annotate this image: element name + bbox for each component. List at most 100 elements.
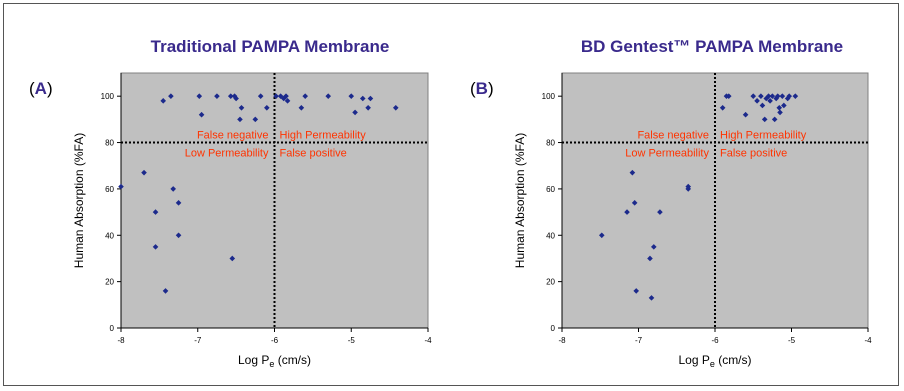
chart-1-data-point [141,169,147,176]
chart-2-title: BD Gentest™ PAMPA Membrane [581,37,843,56]
chart-1-data-point [367,95,374,102]
figure-frame [3,3,899,386]
chart-2-y-tick-label: 40 [546,231,555,240]
chart-1-data-point [298,104,305,111]
chart-2-y-tick-label: 100 [542,92,556,101]
chart-2-data-point [758,93,764,99]
chart-1-data-point [168,93,174,99]
chart-2-data-point [629,169,636,176]
chart-2-y-tick-label: 60 [546,185,555,194]
chart-1-x-tick-label: -8 [117,336,125,345]
chart-2-data-point [777,109,783,116]
chart-2-data-point [761,116,768,123]
chart-1-data-point [229,255,236,262]
chart-2-data-point [631,200,638,206]
chart-1-y-tick-label: 60 [105,185,114,194]
chart-1-data-point [238,104,245,111]
chart-1-data-point [175,200,182,206]
chart-1-y-tick-label: 80 [105,139,114,148]
chart-2-data-point [742,111,749,118]
chart-1-data-point [325,93,332,99]
chart-1-data-point [214,93,220,99]
chart-1-data-point [302,93,308,99]
chart-2-data-point [657,209,663,215]
chart-2-x-tick-label: -7 [635,336,643,345]
chart-1-y-tick-label: 20 [105,278,114,287]
chart-2-quadrant-label-top-right: High Permeability [720,130,807,142]
chart-2-data-point [765,93,772,99]
chart-1-x-axis-label: Log Pe (cm/s) [238,353,311,369]
chart-2-data-point [776,104,783,111]
chart-1-data-point [280,95,287,102]
chart-2-data-point [651,244,657,250]
chart-2-data-point [779,93,786,99]
chart-2-x-tick-label: -6 [711,336,719,345]
chart-2-y-tick-label: 0 [551,324,556,333]
chart-1-data-point [198,111,205,118]
chart-2-quadrant-label-bottom-left: Low Permeability [625,148,709,160]
chart-1-data-point [257,93,264,99]
chart-1-data-point [175,232,182,239]
chart-1-quadrant-label-bottom-left: Low Permeability [185,148,269,160]
chart-2-data-point [624,209,630,215]
chart-1-data-point [227,93,234,99]
chart-1-quadrant-label-top-right: High Permeability [280,130,367,142]
chart-1-y-tick-label: 0 [110,324,115,333]
chart-2-data-point [685,186,692,192]
chart-2-data-point [598,232,605,239]
chart-1-data-point [233,95,239,102]
chart-2-x-tick-label: -8 [558,336,566,345]
chart-1-data-point [196,93,203,99]
chart-1-data-point [170,186,176,192]
chart-2-y-tick-label: 80 [546,139,555,148]
chart-1-data-point [152,209,159,215]
chart-2-data-point [786,93,793,99]
chart-1-x-tick-label: -6 [271,336,279,345]
chart-1-data-point [252,116,259,123]
chart-1-data-point [118,183,124,190]
chart-2-data-point [725,93,732,99]
chart-2-data-point [792,93,799,99]
chart-2-data-point [759,102,766,109]
chart-2-y-axis-label: Human Absorption (%FA) [513,133,527,268]
chart-1-data-point [264,104,270,111]
chart-1-data-point [152,244,159,250]
chart-2-panel-label: (B) [470,79,494,98]
chart-1-data-point [284,98,291,104]
chart-1-data-point [237,116,243,123]
chart-2-data-point [763,95,770,102]
chart-2-x-tick-label: -4 [864,336,872,345]
chart-1-data-point [348,93,355,99]
chart-2-data-point [648,295,655,301]
chart-1-x-tick-label: -7 [194,336,202,345]
chart-2-data-point [633,288,640,294]
chart-2-data-point [769,93,776,99]
chart-1-title: Traditional PAMPA Membrane [151,37,390,56]
chart-1-y-axis-label: Human Absorption (%FA) [72,133,86,268]
chart-2-data-point [647,255,653,262]
chart-1-data-point [283,93,289,99]
chart-1-data-point [160,98,167,104]
chart-1-quadrant-label-bottom-right: False positive [280,148,347,160]
chart-1-x-tick-label: -4 [424,336,432,345]
chart-1-data-point [365,104,371,111]
chart-1-data-point [352,109,358,116]
chart-2-y-tick-label: 20 [546,278,555,287]
chart-2-quadrant-label-bottom-right: False positive [720,148,787,160]
chart-2-data-point [750,93,757,99]
chart-2-data-point [774,93,781,99]
chart-1-data-point [359,95,366,102]
chart-2-data-point [767,98,773,104]
chart-2-quadrant-label-top-left: False negative [637,130,709,142]
chart-1-y-tick-label: 40 [105,231,114,240]
chart-2-data-point [719,104,726,111]
chart-1-y-tick-label: 100 [101,92,115,101]
chart-2-data-point [781,102,787,109]
chart-1-x-tick-label: -5 [348,336,356,345]
chart-1-data-point [162,288,169,294]
chart-1-quadrant-label-top-left: False negative [197,130,269,142]
chart-1-data-point [392,104,399,111]
chart-1-data-point [273,93,279,99]
chart-1-panel-label: (A) [29,79,53,98]
